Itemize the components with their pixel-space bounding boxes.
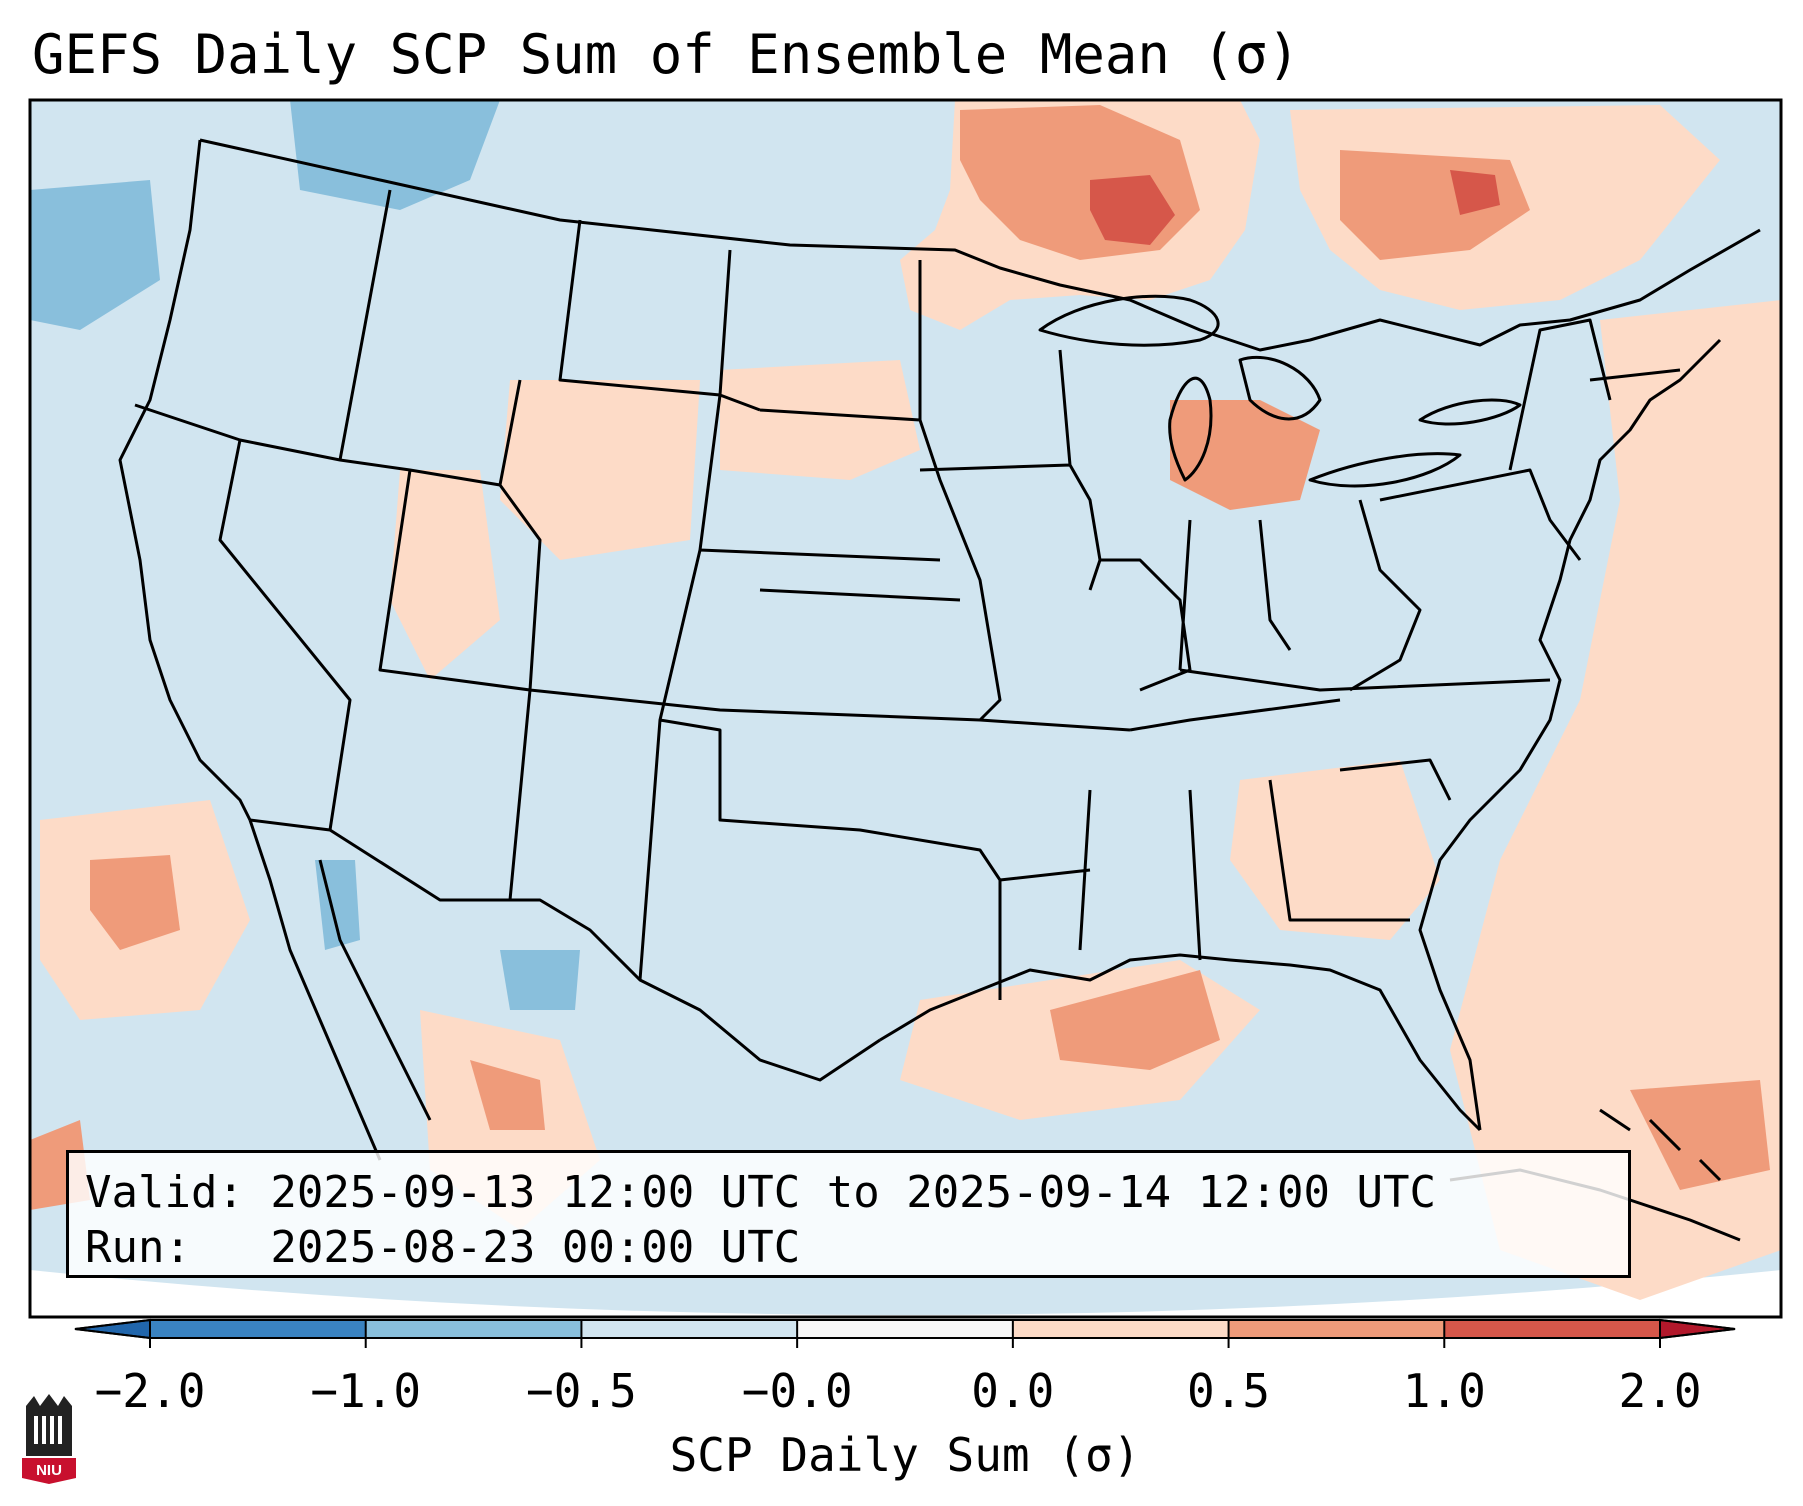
colorbar-segment <box>1444 1320 1660 1338</box>
colorbar-segment <box>1012 1320 1229 1338</box>
colorbar-tick-label: −0.5 <box>526 1364 637 1418</box>
us-mexico-border <box>249 818 881 1082</box>
boundaries <box>118 138 1761 1242</box>
gulf-coast <box>879 953 1482 1132</box>
colorbar-extend-high <box>1659 1318 1736 1340</box>
colorbar-segment <box>797 1320 1013 1338</box>
us-canada-border <box>199 138 1761 352</box>
colorbar <box>74 1318 1736 1348</box>
colorbar-segment <box>581 1320 798 1338</box>
map-frame <box>28 98 1783 1319</box>
east-coast <box>1418 338 1722 1131</box>
colorbar-segment <box>1228 1320 1445 1338</box>
anomaly-eastern-pacific-core <box>90 855 180 950</box>
colorbar-extend-low <box>74 1318 151 1340</box>
logo-text: NIU <box>36 1462 62 1479</box>
baja-coast <box>248 819 382 1161</box>
valid-time-line: Valid: 2025-09-13 12:00 UTC to 2025-09-1… <box>85 1167 1437 1218</box>
run-time-line: Run: 2025-08-23 00:00 UTC <box>85 1222 801 1273</box>
niu-logo: NIU <box>22 1394 76 1484</box>
anomaly-northern-plains <box>720 360 920 480</box>
gulf-of-california <box>318 859 432 1121</box>
projection-edge-area <box>30 1270 1781 1317</box>
state-lines-west <box>134 189 1681 1000</box>
colorbar-tick-label: 2.0 <box>1618 1364 1702 1418</box>
anomaly-southeast <box>1230 760 1440 940</box>
anomaly-michigan <box>1170 400 1320 510</box>
colorbar-tick-label: −1.0 <box>310 1364 422 1418</box>
anomaly-wyoming <box>500 380 700 560</box>
anomaly-offshore-neg <box>30 180 160 330</box>
great-lakes <box>1038 294 1522 488</box>
valid-run-info-box: Valid: 2025-09-13 12:00 UTC to 2025-09-1… <box>66 1150 1631 1278</box>
anomaly-pacific-northwest-neg <box>290 100 500 210</box>
colorbar-tick-label: 0.5 <box>1187 1364 1271 1418</box>
colorbar-segment <box>150 1320 366 1338</box>
west-coast <box>118 139 252 821</box>
anomaly-atlantic <box>1450 300 1781 1300</box>
anomaly-quebec-peak <box>1450 170 1500 215</box>
figure-title: GEFS Daily SCP Sum of Ensemble Mean (σ) <box>32 23 1300 86</box>
colorbar-label: SCP Daily Sum (σ) <box>669 1428 1141 1482</box>
anomaly-shading <box>30 100 1781 1300</box>
anomaly-upper-midwest-peak <box>1090 175 1175 245</box>
colorbar-tick-label: 1.0 <box>1402 1364 1486 1418</box>
anomaly-mexico-core <box>470 1060 545 1130</box>
anomaly-atlantic-core <box>1630 1080 1770 1190</box>
anomaly-gulf-core <box>1050 970 1220 1070</box>
anomaly-mexico-neg <box>500 950 580 1010</box>
colorbar-tick-label: −0.0 <box>741 1364 853 1418</box>
colorbar-tick-label: 0.0 <box>971 1364 1055 1418</box>
anomaly-utah <box>390 470 500 680</box>
colorbar-tick-label: −2.0 <box>94 1364 206 1418</box>
colorbar-segment <box>365 1320 582 1338</box>
